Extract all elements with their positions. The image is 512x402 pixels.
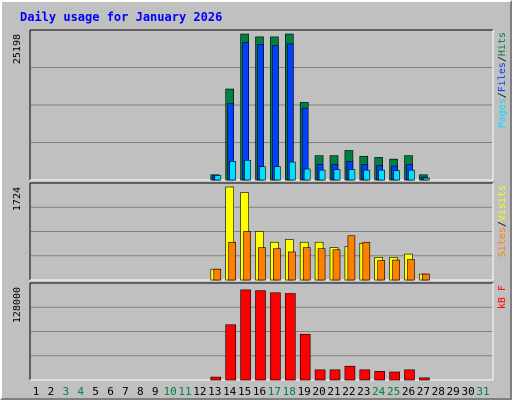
bar-sites-day-24	[377, 260, 386, 281]
day-label: 3	[62, 385, 69, 398]
day-label: 21	[327, 385, 340, 398]
ymax-label-hits-files-pages: 25198	[12, 34, 23, 64]
bar-kb-f-day-22	[344, 365, 356, 381]
bar-kb-f-day-17	[270, 292, 281, 381]
legend-separator: /	[497, 221, 508, 227]
legend-item-visits: Visits	[497, 185, 508, 221]
ymax-label-kbytes: 128000	[12, 287, 23, 323]
day-label: 16	[253, 385, 266, 398]
bar-sites-day-19	[302, 247, 311, 281]
day-label: 4	[77, 385, 84, 398]
bar-pages-day-17	[274, 166, 281, 181]
day-label: 22	[342, 385, 355, 398]
bar-sites-day-23	[362, 241, 371, 281]
bar-pages-day-22	[348, 169, 356, 181]
bar-pages-day-27	[423, 177, 430, 181]
bar-kb-f-day-18	[284, 293, 296, 381]
bar-pages-day-19	[303, 168, 311, 181]
ymax-label-visits-sites: 1724	[12, 187, 23, 211]
legend-item-kb-f: kB F	[497, 285, 508, 309]
day-label: 18	[283, 385, 296, 398]
bar-files-day-17	[272, 45, 279, 181]
day-label: 28	[432, 385, 445, 398]
bar-kb-f-day-19	[299, 333, 311, 381]
bar-sites-day-13	[213, 268, 222, 281]
day-label: 11	[178, 385, 191, 398]
chart-title: Daily usage for January 2026	[20, 10, 222, 24]
legend-kbytes: kB F	[497, 285, 508, 309]
bar-pages-day-14	[229, 161, 236, 181]
bar-pages-day-18	[288, 161, 296, 181]
bar-sites-day-15	[243, 231, 251, 281]
day-label: 31	[476, 385, 489, 398]
bar-kb-f-day-16	[255, 290, 266, 381]
legend-item-pages: Pages	[497, 98, 508, 128]
day-label: 1	[33, 385, 40, 398]
day-label: 7	[122, 385, 129, 398]
legend-item-files: Files	[497, 62, 508, 92]
bar-kb-f-day-14	[225, 324, 236, 381]
bar-pages-day-20	[318, 169, 326, 181]
bar-pages-day-23	[363, 169, 371, 181]
bar-sites-day-20	[317, 248, 326, 281]
bar-kb-f-day-15	[240, 289, 251, 381]
bar-pages-day-24	[378, 169, 386, 181]
day-label: 9	[152, 385, 159, 398]
day-label: 17	[268, 385, 281, 398]
day-label: 29	[447, 385, 460, 398]
bar-sites-day-21	[332, 249, 341, 281]
bar-pages-day-25	[393, 170, 400, 181]
day-label: 26	[402, 385, 415, 398]
bar-sites-day-25	[392, 259, 400, 281]
legend-hits-files-pages: Pages/Files/Hits	[497, 32, 508, 128]
bar-files-day-16	[257, 44, 264, 181]
day-label: 5	[92, 385, 99, 398]
day-label: 25	[387, 385, 400, 398]
bar-kb-f-day-24	[374, 370, 386, 381]
bar-pages-day-26	[408, 169, 415, 181]
day-label: 27	[417, 385, 430, 398]
day-label: 19	[298, 385, 311, 398]
day-label: 24	[372, 385, 386, 398]
day-label: 14	[223, 385, 237, 398]
legend-separator: /	[497, 56, 508, 62]
bar-sites-day-22	[347, 235, 356, 281]
legend-visits-sites: Sites/Visits	[497, 185, 508, 257]
day-label: 12	[193, 385, 206, 398]
day-label: 30	[461, 385, 474, 398]
day-label: 6	[107, 385, 114, 398]
bar-pages-day-13	[214, 175, 222, 181]
day-label: 13	[208, 385, 221, 398]
day-label: 15	[238, 385, 251, 398]
bar-kb-f-day-25	[389, 371, 400, 381]
bar-files-day-18	[286, 43, 294, 181]
bar-pages-day-15	[244, 160, 251, 181]
bar-files-day-15	[242, 42, 249, 181]
legend-separator: /	[497, 92, 508, 98]
day-label: 10	[163, 385, 176, 398]
legend-item-sites: Sites	[497, 227, 508, 257]
bar-sites-day-18	[287, 251, 296, 281]
day-label: 8	[137, 385, 144, 398]
bar-kb-f-day-13	[210, 376, 222, 381]
bar-kb-f-day-26	[404, 369, 415, 381]
day-label: 2	[48, 385, 55, 398]
bar-sites-day-16	[258, 247, 266, 281]
bar-pages-day-16	[259, 166, 266, 181]
legend-item-hits: Hits	[497, 32, 508, 56]
bar-sites-day-14	[228, 241, 236, 281]
bar-sites-day-27	[422, 273, 430, 281]
bar-kb-f-day-23	[359, 369, 371, 381]
bar-kb-f-day-21	[329, 369, 341, 381]
bar-sites-day-26	[407, 259, 415, 281]
day-label: 23	[357, 385, 370, 398]
day-label: 20	[312, 385, 325, 398]
bar-pages-day-21	[333, 169, 341, 181]
bar-kb-f-day-20	[314, 369, 326, 381]
bar-kb-f-day-27	[419, 377, 430, 381]
bar-sites-day-17	[273, 248, 281, 281]
